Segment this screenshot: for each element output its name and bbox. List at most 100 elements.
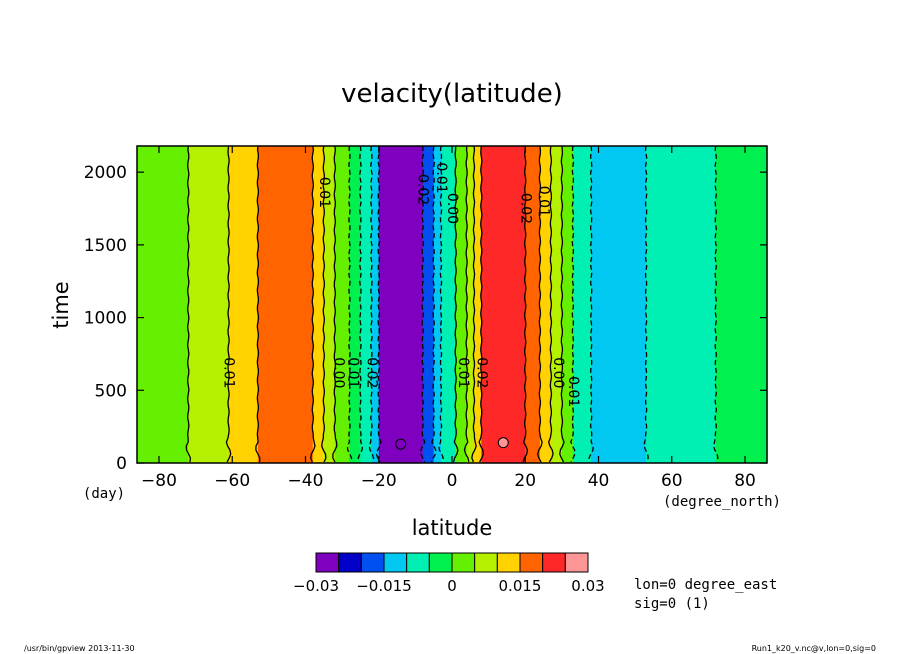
contour-label: 0.01	[536, 186, 552, 217]
contour-line	[559, 145, 565, 463]
colorbar-tick-labels: −0.03 −0.015 0 0.015 0.03	[293, 577, 605, 595]
y-tick-label: 500	[95, 381, 127, 401]
colorbar-swatch	[360, 552, 385, 573]
y-tick-label: 2000	[84, 163, 127, 183]
contour-line	[346, 145, 353, 463]
colorbar-tick-label: −0.015	[356, 577, 412, 595]
color-band	[525, 146, 541, 463]
contour-line	[420, 145, 426, 463]
color-band	[473, 146, 482, 463]
plot-area: 0.01 0.000.01 0.02 0.01 0.02 0.000.010.01 0.02…	[136, 145, 768, 464]
colorbar-swatch	[519, 552, 544, 573]
colorbar-swatch	[451, 552, 476, 573]
color-band	[481, 146, 526, 463]
contour-line	[537, 145, 543, 463]
contour-line	[255, 145, 261, 463]
x-unit-label: (degree_north)	[663, 494, 781, 510]
x-tick-label: 0	[447, 471, 458, 491]
colorbar-swatch	[406, 552, 430, 573]
color-band	[137, 146, 189, 463]
color-band	[334, 146, 351, 463]
color-band	[433, 146, 442, 463]
coord-lon-note: lon=0 degree_east	[634, 577, 777, 593]
contour-line	[522, 145, 529, 463]
contour-line	[321, 145, 327, 463]
x-tick-label: 40	[588, 471, 610, 491]
extreme-spot	[395, 438, 407, 450]
contour-line	[375, 145, 382, 463]
color-band	[360, 146, 373, 463]
colorbar-tick-label: 0	[447, 577, 457, 595]
x-tick-label: −60	[214, 471, 250, 491]
contour-label: 0.01	[433, 162, 449, 193]
contour-label: 0.01	[565, 376, 581, 407]
contour-line	[368, 145, 375, 463]
color-band	[378, 146, 424, 463]
color-band	[466, 146, 475, 463]
extreme-spot	[497, 437, 509, 449]
color-band	[349, 146, 362, 463]
contour-line	[357, 145, 364, 463]
contour-label: 0.01	[345, 357, 361, 388]
color-band	[312, 146, 325, 463]
contour-line	[643, 145, 649, 463]
contour-label: 0.01	[316, 177, 332, 208]
color-band	[257, 146, 314, 463]
contour-label: 0.02	[517, 193, 533, 224]
extreme-spots	[395, 437, 509, 450]
chart-title: velacity(latitude)	[341, 79, 563, 109]
color-band	[591, 146, 647, 463]
contour-line	[452, 145, 459, 463]
colorbar-tick-label: 0.015	[499, 577, 542, 595]
x-tick-label: −40	[288, 471, 324, 491]
x-axis-ticks: −80 −60 −40 −20 0 20 40 60 80	[141, 146, 756, 491]
y-tick-label: 1000	[84, 309, 127, 329]
color-band	[371, 146, 380, 463]
contour-line	[225, 145, 232, 463]
colorbar-swatch	[542, 552, 566, 573]
y-tick-label: 0	[116, 454, 127, 474]
color-bands	[137, 146, 768, 463]
colorbar-swatch	[564, 552, 589, 573]
contour-labels: 0.01 0.000.01 0.02 0.01 0.02 0.000.010.01 0.02…	[221, 162, 581, 407]
contour-line	[438, 145, 444, 463]
contour-label: 0.01	[221, 357, 237, 388]
y-axis-label: time	[49, 281, 73, 328]
color-band	[422, 146, 435, 463]
footer-right: Run1_k20_v.nc@v,lon=0,sig=0	[752, 644, 876, 653]
contour-line	[478, 145, 485, 463]
y-tick-label: 1500	[84, 236, 127, 256]
color-band	[188, 146, 230, 463]
contour-line	[332, 145, 338, 463]
color-band	[441, 146, 457, 463]
x-tick-label: 20	[514, 471, 536, 491]
colorbar-tick-label: −0.03	[293, 577, 339, 595]
color-band	[561, 146, 574, 463]
color-band	[539, 146, 552, 463]
color-band	[323, 146, 336, 463]
colorbar-swatch	[428, 552, 453, 573]
contour-label: 0.02	[363, 357, 379, 388]
x-axis-label: latitude	[412, 516, 493, 540]
coord-sig-note: sig=0 (1)	[634, 596, 710, 612]
contour-line	[548, 145, 554, 463]
contour-label: 0.00	[550, 357, 566, 388]
color-band	[455, 146, 468, 463]
color-band	[550, 146, 563, 463]
footer-left: /usr/bin/gpview 2013-11-30	[24, 644, 135, 653]
contour-label: 0.00	[331, 357, 347, 388]
contour-line	[310, 145, 316, 463]
contour-line	[570, 145, 576, 463]
contour-label: 0.01	[455, 357, 471, 388]
color-band	[646, 146, 717, 463]
x-tick-label: 60	[661, 471, 683, 491]
contour-line	[588, 145, 594, 463]
x-tick-label: −80	[141, 471, 177, 491]
y-axis-ticks: 0 500 1000 1500 2000	[84, 163, 767, 474]
contour-line	[712, 145, 719, 463]
colorbar-tick-label: 0.03	[571, 577, 604, 595]
x-tick-label: −20	[361, 471, 397, 491]
x-tick-label: 80	[734, 471, 756, 491]
contour-line	[430, 145, 437, 463]
